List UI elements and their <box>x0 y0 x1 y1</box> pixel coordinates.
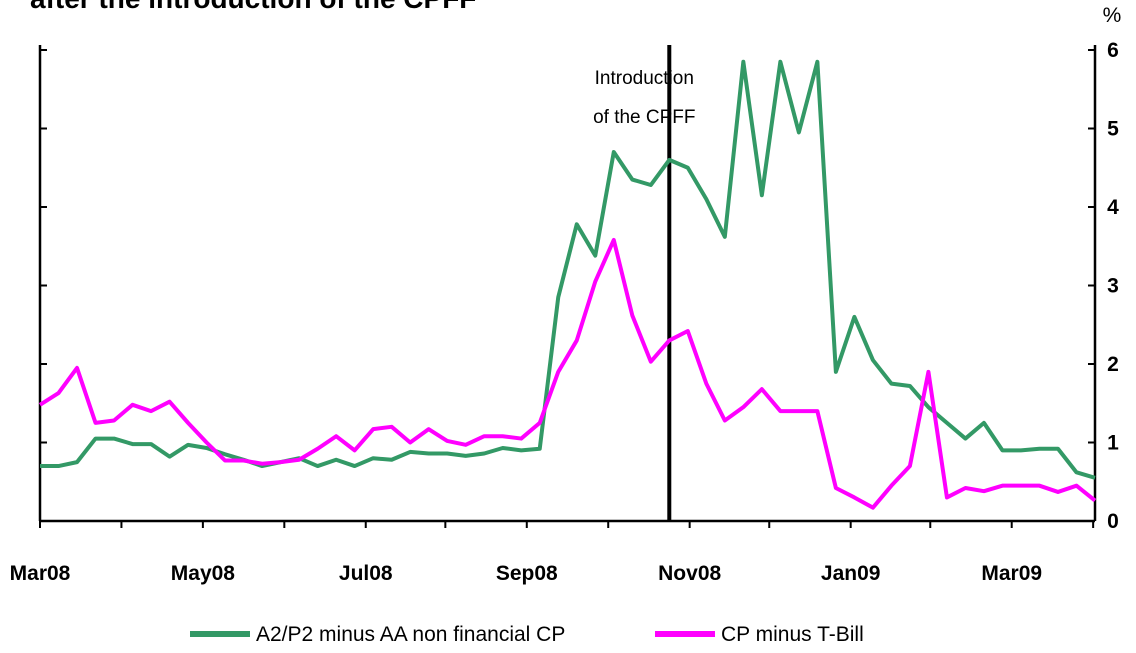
y-tick-label: 6 <box>1107 39 1119 62</box>
y-tick-label: 5 <box>1107 118 1119 141</box>
x-tick-label: Mar09 <box>981 562 1042 585</box>
x-tick-label: Jul08 <box>339 562 393 585</box>
series-line <box>38 237 1097 510</box>
annotation: Introduction <box>595 68 694 89</box>
annotation: of the CPFF <box>593 107 695 128</box>
chart-title: after the introduction of the CPFF <box>30 0 476 14</box>
x-tick-label: Jan09 <box>821 562 881 585</box>
legend-label: A2/P2 minus AA non financial CP <box>256 623 565 646</box>
x-tick-label: Mar08 <box>10 562 71 585</box>
legend-label: CP minus T-Bill <box>721 623 864 646</box>
y-unit: % <box>1103 4 1122 27</box>
x-tick-label: May08 <box>171 562 236 585</box>
y-tick-label: 0 <box>1107 510 1119 533</box>
y-tick-label: 2 <box>1107 353 1119 376</box>
y-tick-label: 3 <box>1107 275 1119 298</box>
x-tick-label: Nov08 <box>658 562 721 585</box>
x-tick-label: Sep08 <box>496 562 558 585</box>
y-tick-label: 1 <box>1107 432 1119 455</box>
y-tick-label: 4 <box>1107 196 1119 219</box>
